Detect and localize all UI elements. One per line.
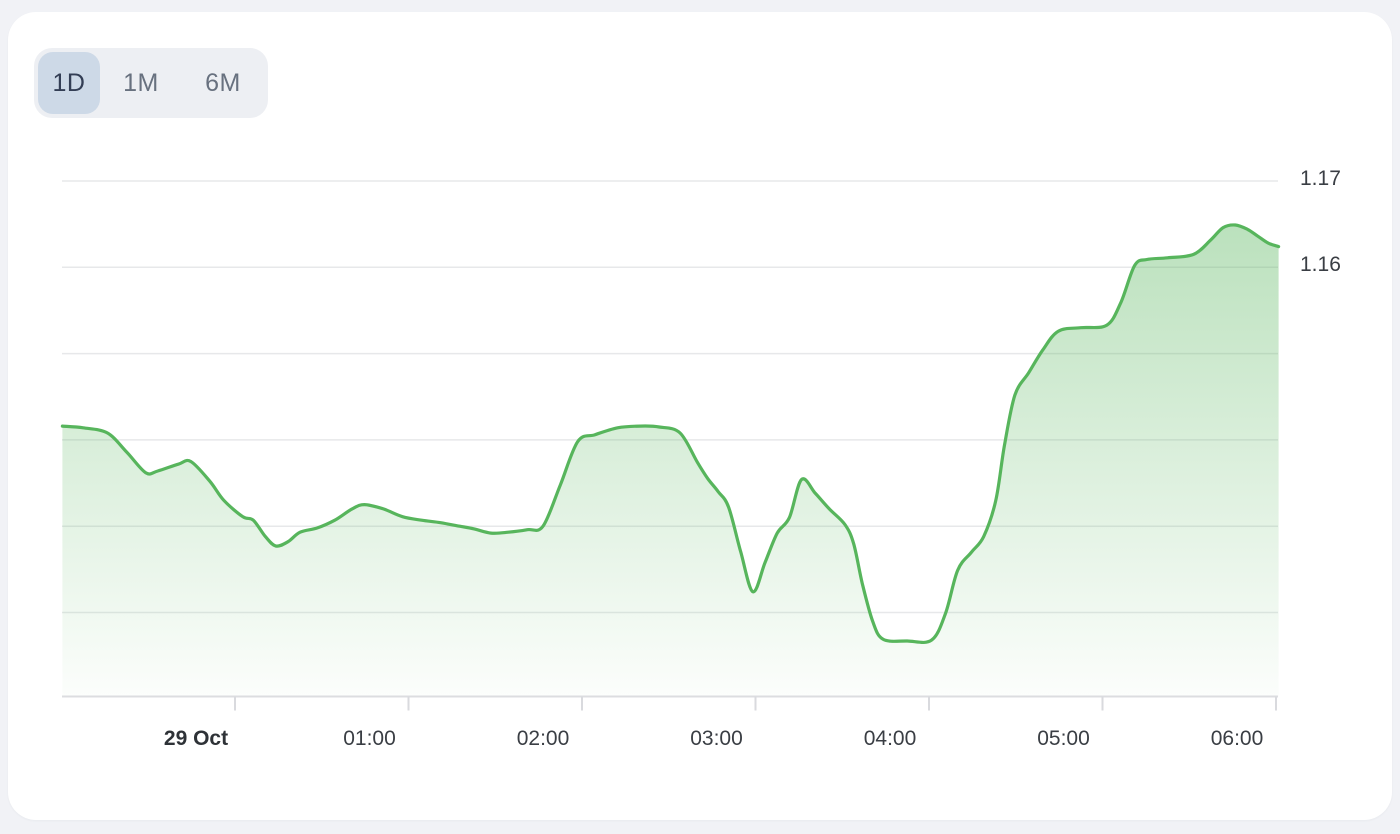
price-area xyxy=(62,224,1279,697)
price-line xyxy=(60,223,1281,645)
range-1m-button[interactable]: 1M xyxy=(100,52,182,114)
time-range-selector: 1D 1M 6M xyxy=(34,48,268,118)
range-1d-button[interactable]: 1D xyxy=(38,52,100,114)
range-6m-button[interactable]: 6M xyxy=(182,52,264,114)
